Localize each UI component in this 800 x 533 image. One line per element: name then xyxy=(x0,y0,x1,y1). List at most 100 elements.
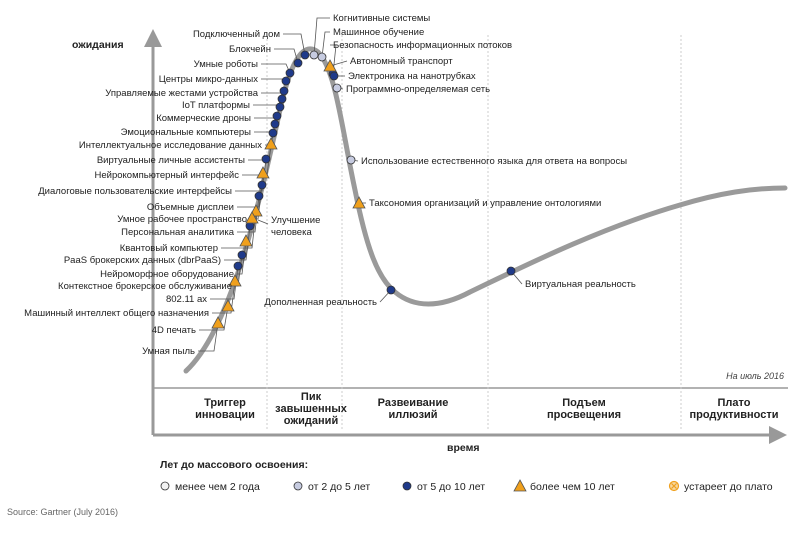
legend-label-obsolete: устареет до плато xyxy=(684,481,773,493)
label-объемные-дисплеи: Объемные дисплеи xyxy=(147,202,234,213)
label-802-11-ax: 802.11 ax xyxy=(166,294,207,305)
phase-labels: Триггер инновации Пик завышенных ожиданий Раз… xyxy=(195,391,778,427)
label-персональная-аналитика: Персональная аналитика xyxy=(121,227,235,238)
phase-label-plateau: Плато продуктивности xyxy=(689,397,778,421)
leader-paas-брокерских-данных-dbrpaas xyxy=(224,225,251,261)
leader-когнитивные-системы xyxy=(313,17,330,56)
marker-таксономия-организаций-и-управление-онтологиями xyxy=(352,196,366,209)
label-квантовый-компьютер: Квантовый компьютер xyxy=(120,243,218,254)
marker-нейроморфное-оборудование xyxy=(239,234,253,247)
label-paas-брокерских-данных-dbrpaas: PaaS брокерских данных (dbrPaaS) xyxy=(64,255,221,266)
leader-машинное-обучение xyxy=(321,31,330,58)
label-диалоговые-пользовательские-интерфейсы: Диалоговые пользовательские интерфейсы xyxy=(38,186,232,197)
label-4d-печать: 4D печать xyxy=(152,325,196,336)
phase-label-peak: Пик завышенных ожиданий xyxy=(275,391,348,427)
label-коммерческие-дроны: Коммерческие дроны xyxy=(156,113,251,124)
marker-802-11-ax xyxy=(233,261,243,271)
label-виртуальные-личные-ассистенты: Виртуальные личные ассистенты xyxy=(97,155,245,166)
leader-умные-роботы xyxy=(261,63,291,74)
marker-iot-платформы xyxy=(277,94,287,104)
marker-автономный-транспорт xyxy=(323,59,337,72)
label-умные-роботы: Умные роботы xyxy=(194,59,259,70)
marker-виртуальные-личные-ассистенты xyxy=(268,128,278,138)
legend-label-5to10: от 5 до 10 лет xyxy=(417,481,485,493)
label-дополненная-реальность: Дополненная реальность xyxy=(264,297,377,308)
leader-умная-пыль xyxy=(198,322,219,352)
legend-label-gt10: более чем 10 лет xyxy=(530,481,615,493)
label-таксономия-организаций-и-управление-онтологиями: Таксономия организаций и управление онто… xyxy=(369,198,601,209)
technology-markers xyxy=(211,50,516,329)
source-note: Source: Gartner (July 2016) xyxy=(7,507,118,517)
marker-объемные-дисплеи xyxy=(256,166,270,179)
leader-безопасность-информационных-потоков xyxy=(330,44,337,75)
leader-машинный-интеллект-общего-назначения xyxy=(212,280,236,314)
legend-marker-lt2 xyxy=(160,481,170,491)
marker-блокчейн xyxy=(293,58,303,68)
label-блокчейн: Блокчейн xyxy=(229,44,271,55)
label-умная-пыль: Умная пыль xyxy=(142,346,195,357)
label-эмоциональные-компьютеры: Эмоциональные компьютеры xyxy=(121,127,251,138)
marker-виртуальная-реальность xyxy=(506,266,516,276)
marker-использование-естественного-языка-для-ответа-на-вопросы xyxy=(346,155,356,165)
label-электроника-на-нанотрубках: Электроника на нанотрубках xyxy=(348,71,476,82)
phase-label-slope: Подъем просвещения xyxy=(547,397,621,421)
marker-интеллектуальное-исследование-данных xyxy=(270,119,280,129)
marker-умная-пыль xyxy=(211,316,225,329)
legend-label-2to5: от 2 до 5 лет xyxy=(308,481,370,493)
marker-управляемые-жестами-устройства xyxy=(279,86,289,96)
leader-блокчейн xyxy=(274,48,299,64)
marker-нейрокомпьютерный-интерфейс xyxy=(264,137,278,150)
marker-когнитивные-системы xyxy=(309,50,319,60)
phase-label-trough: Развеивание иллюзий xyxy=(378,397,449,421)
hype-curve xyxy=(183,46,788,374)
legend: менее чем 2 года от 2 до 5 лет от 5 до 10 … xyxy=(160,479,773,493)
phase-label-trigger: Триггер инновации xyxy=(195,397,255,421)
label-iot-платформы: IoT платформы xyxy=(182,100,250,111)
label-подключенный-дом: Подключенный дом xyxy=(193,29,280,40)
marker-коммерческие-дроны xyxy=(275,102,285,112)
as-of-label: На июль 2016 xyxy=(726,371,784,381)
phase-dividers xyxy=(266,35,682,430)
legend-label-lt2: менее чем 2 года xyxy=(175,481,260,493)
marker-диалоговые-пользовательские-интерфейсы xyxy=(261,154,271,164)
label-нейрокомпьютерный-интерфейс: Нейрокомпьютерный интерфейс xyxy=(95,170,240,181)
label-нейроморфное-оборудование: Нейроморфное оборудование xyxy=(100,269,234,280)
technology-labels: Подключенный дом Блокчейн Умные роботы Цент… xyxy=(24,13,636,357)
marker-4d-печать xyxy=(221,299,235,312)
marker-эмоциональные-компьютеры xyxy=(272,111,282,121)
label-контекстное-брокерское-обслуживание: Контекстное брокерское обслуживание xyxy=(58,281,232,292)
marker-машинное-обучение xyxy=(317,52,327,62)
legend-marker-obsolete xyxy=(668,480,680,492)
label-машинное-обучение: Машинное обучение xyxy=(333,27,424,38)
label-виртуальная-реальность: Виртуальная реальность xyxy=(525,279,636,290)
marker-центры-микро-данных xyxy=(281,76,291,86)
x-axis-label: время xyxy=(447,442,479,454)
marker-программно-определяемая-сеть xyxy=(332,83,342,93)
marker-персональная-аналитика xyxy=(254,191,264,201)
label-программно-определяемая-сеть: Программно-определяемая сеть xyxy=(346,84,490,95)
label-умное-рабочее-пространство: Умное рабочее пространство xyxy=(117,214,247,225)
marker-умные-роботы xyxy=(285,68,295,78)
label-безопасность-информационных-потоков: Безопасность информационных потоков xyxy=(333,40,512,51)
marker-контекстное-брокерское-обслуживание xyxy=(237,250,247,260)
y-axis-label: ожидания xyxy=(72,39,124,51)
legend-marker-2to5 xyxy=(293,481,303,491)
legend-marker-5to10 xyxy=(402,481,412,491)
marker-подключенный-дом xyxy=(300,50,310,60)
leader-802-11-ax xyxy=(210,265,239,300)
marker-human-augmentation xyxy=(245,211,259,224)
leader-human-augmentation xyxy=(257,219,269,225)
label-машинный-интеллект-общего-назначения: Машинный интеллект общего назначения xyxy=(24,308,209,319)
marker-электроника-на-нанотрубках xyxy=(329,71,339,81)
label-human-augmentation: Улучшение человека xyxy=(271,215,320,238)
marker-машинный-интеллект-общего-назначения xyxy=(228,274,242,287)
marker-умное-рабочее-пространство xyxy=(257,180,267,190)
leader-подключенный-дом xyxy=(283,33,306,56)
legend-marker-gt10 xyxy=(513,479,527,492)
label-автономный-транспорт: Автономный транспорт xyxy=(350,56,453,67)
label-интеллектуальное-исследование-данных: Интеллектуальное исследование данных xyxy=(79,140,262,151)
label-когнитивные-системы: Когнитивные системы xyxy=(333,13,430,24)
leader-4d-печать xyxy=(199,305,229,331)
legend-title: Лет до массового освоения: xyxy=(160,459,308,471)
